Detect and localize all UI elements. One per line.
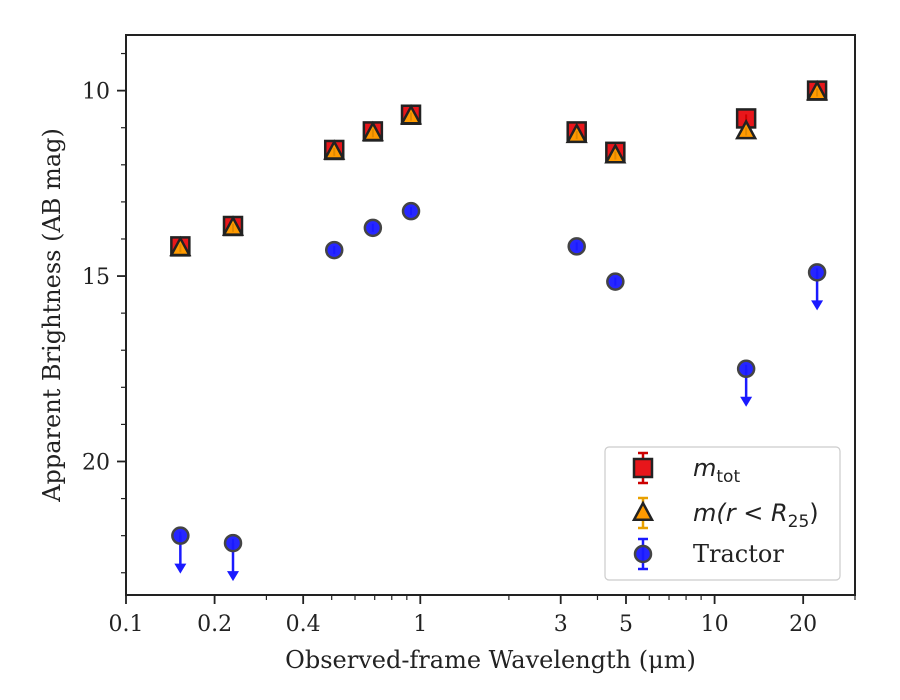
upper-limit-arrowhead <box>740 396 753 407</box>
mtot-point <box>632 457 654 479</box>
x-tick-label: 1 <box>413 612 427 637</box>
legend-label: mtot <box>693 454 740 487</box>
tractor-series <box>171 201 827 582</box>
mtot-series <box>170 80 828 257</box>
upper-limit-arrowhead <box>227 571 240 582</box>
mr25-point <box>631 500 655 521</box>
data-marks <box>169 79 829 582</box>
y-tick-label: 20 <box>82 450 110 475</box>
y-tick-label: 15 <box>82 265 110 290</box>
x-tick-label: 20 <box>789 612 817 637</box>
x-tick-label: 3 <box>554 612 568 637</box>
x-tick-label: 10 <box>701 612 729 637</box>
x-tick-label: 0.2 <box>197 612 232 637</box>
legend-label: Tractor <box>693 540 784 568</box>
y-tick-labels: 10 15 20 <box>82 80 110 476</box>
y-axis-label: Apparent Brightness (AB mag) <box>38 128 66 503</box>
legend-entry-mtot: mtot <box>632 451 740 487</box>
legend: mtot m(r < R25) Tractor <box>604 446 841 581</box>
x-tick-labels: 0.1 0.2 0.4 1 3 5 10 20 <box>109 612 818 637</box>
legend-entry-tractor: Tractor <box>633 537 784 571</box>
x-axis-label: Observed-frame Wavelength (μm) <box>285 646 696 674</box>
mr25-series <box>169 79 829 257</box>
x-tick-label: 5 <box>619 612 633 637</box>
legend-label: m(r < R25) <box>693 499 819 532</box>
upper-limit-arrowhead <box>174 563 187 574</box>
legend-box <box>604 446 841 581</box>
x-tick-label: 0.4 <box>286 612 321 637</box>
x-tick-label: 0.1 <box>109 612 144 637</box>
upper-limit-arrowhead <box>811 300 824 311</box>
tractor-point <box>633 544 653 564</box>
y-tick-label: 10 <box>82 80 110 105</box>
legend-entry-mr25: m(r < R25) <box>631 496 819 532</box>
plot-frame <box>125 34 856 596</box>
